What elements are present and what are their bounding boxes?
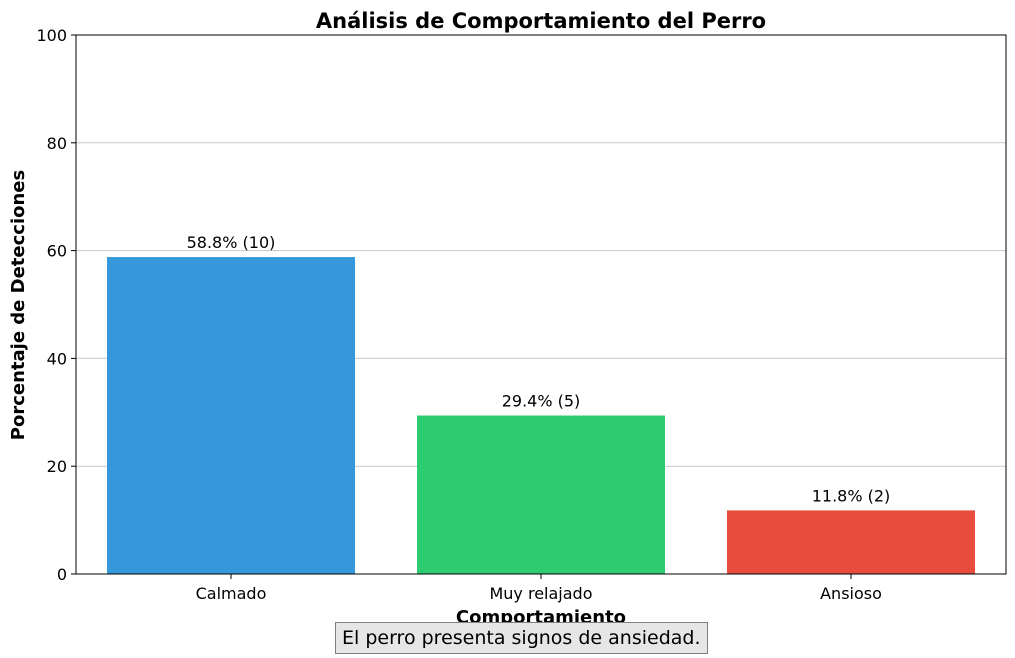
y-tick-label: 60 (47, 242, 67, 261)
y-tick-label: 20 (47, 457, 67, 476)
y-axis-ticks: 0 20 40 60 80 100 (36, 26, 76, 584)
bar-data-label: 11.8% (2) (812, 486, 891, 505)
x-tick-label: Muy relajado (489, 584, 592, 603)
bars (107, 257, 975, 574)
x-tick-label: Ansioso (820, 584, 882, 603)
y-tick-label: 80 (47, 134, 67, 153)
y-tick-label: 40 (47, 349, 67, 368)
bar-data-label: 29.4% (5) (502, 392, 581, 411)
conclusion-note: El perro presenta signos de ansiedad. (335, 622, 708, 654)
chart-title: Análisis de Comportamiento del Perro (316, 9, 766, 33)
bar (417, 415, 665, 574)
x-tick-label: Calmado (196, 584, 267, 603)
y-tick-label: 100 (36, 26, 67, 45)
data-labels: 58.8% (10) 29.4% (5) 11.8% (2) (187, 233, 891, 505)
y-tick-label: 0 (57, 565, 67, 584)
y-axis-label: Porcentaje de Detecciones (8, 170, 29, 440)
bar (727, 510, 975, 574)
bar (107, 257, 355, 574)
bar-data-label: 58.8% (10) (187, 233, 276, 252)
x-axis-ticks: Calmado Muy relajado Ansioso (196, 574, 882, 603)
